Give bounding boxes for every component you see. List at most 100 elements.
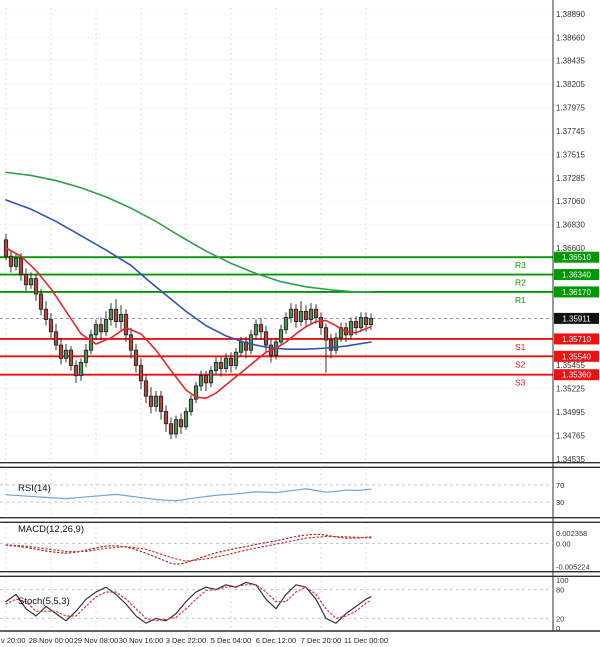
price-axis-label: 1.38435	[556, 56, 585, 65]
candle-body	[248, 334, 254, 351]
rsi-indicator-label: RSI(14)	[18, 483, 51, 494]
candle-body	[98, 324, 104, 333]
price-axis-label: 1.37060	[556, 197, 585, 206]
candle-body	[63, 349, 69, 359]
candle-body	[263, 331, 269, 346]
candle-body	[53, 331, 59, 346]
candle-body	[178, 419, 184, 428]
candle-body	[238, 341, 244, 353]
candle-body	[73, 365, 79, 377]
support-price-badge: 1.35710	[562, 335, 591, 344]
stoch-indicator-label: Stoch(5,5,3)	[18, 596, 70, 607]
candle-body	[198, 375, 204, 387]
candle-body	[308, 308, 314, 320]
candle-body	[128, 334, 134, 351]
candle-body	[278, 329, 284, 343]
candle-body	[43, 308, 49, 320]
candle-body	[233, 351, 239, 366]
stoch-k-line	[5, 581, 372, 624]
price-axis-label: 1.34535	[556, 455, 585, 464]
resistance-price-badge: 1.36510	[562, 253, 591, 262]
candle-body	[318, 317, 324, 329]
x-axis-label: 29 Nov 08:00	[74, 636, 119, 645]
price-axis-label: 1.37515	[556, 150, 585, 159]
x-axis-label: 11 Dec 00:00	[344, 636, 388, 645]
candle-body	[153, 395, 159, 407]
candle-body	[253, 324, 259, 336]
candle-body	[158, 395, 164, 412]
stoch-d-line	[5, 584, 372, 622]
candle-body	[88, 334, 94, 351]
candle-body	[8, 255, 14, 267]
candle-body	[188, 398, 194, 412]
candle-body	[68, 349, 74, 366]
x-axis-label: 7 Dec 20:00	[301, 636, 341, 645]
candle-body	[48, 319, 54, 333]
current-price-badge: 1.35911	[562, 314, 591, 323]
price-axis-label: 1.38205	[556, 80, 585, 89]
price-axis-label: 1.34995	[556, 408, 585, 417]
candle-body	[243, 341, 249, 351]
candle-body	[298, 310, 304, 322]
price-axis-label: 1.37975	[556, 103, 585, 112]
candle-body	[368, 318, 374, 326]
resistance-price-badge-bg	[554, 251, 599, 263]
ma-medium-blue	[5, 199, 372, 350]
candle-body	[168, 423, 174, 435]
support-label: S2	[515, 359, 526, 369]
candle-body	[28, 278, 34, 286]
candle-body	[108, 308, 114, 320]
support-price-badge-bg	[554, 369, 599, 381]
macd-axis-label: 0.002358	[556, 529, 587, 538]
price-axis-label: 1.37285	[556, 174, 585, 183]
candle-body	[293, 308, 299, 322]
candle-body	[123, 314, 129, 336]
x-axis-label: 6 Dec 12:00	[256, 636, 296, 645]
support-label: S3	[515, 378, 526, 388]
macd-signal-line	[5, 535, 372, 562]
candle-body	[303, 310, 309, 320]
support-price-badge: 1.35360	[562, 371, 591, 380]
resistance-price-badge-bg	[554, 286, 599, 298]
resistance-price-badge: 1.36340	[562, 271, 591, 280]
candle-body	[118, 314, 124, 322]
candle-body	[338, 327, 344, 339]
candle-body	[333, 337, 339, 351]
candle-body	[218, 362, 224, 369]
rsi-axis-label: 30	[556, 498, 564, 507]
price-axis-label: 1.38660	[556, 34, 585, 43]
candle-body	[313, 308, 319, 318]
candle-body	[143, 380, 149, 397]
price-axis-label: 1.35455	[556, 361, 585, 370]
price-axis-label: 1.37745	[556, 127, 585, 136]
rsi-axis-label: 70	[556, 481, 564, 490]
support-label: S1	[515, 342, 526, 352]
candle-body	[18, 257, 24, 275]
candle-body	[288, 308, 294, 318]
candle-body	[258, 324, 264, 333]
candle-body	[163, 411, 169, 425]
candle-body	[38, 293, 44, 310]
candle-body	[183, 411, 189, 428]
candle-body	[348, 321, 354, 336]
candle-body	[173, 419, 179, 435]
support-price-badge-bg	[554, 333, 599, 345]
stoch-axis-label: 0	[556, 624, 560, 633]
price-axis-label: 1.34765	[556, 431, 585, 440]
x-axis-label: 30 Nov 16:00	[119, 636, 164, 645]
candle-body	[228, 357, 234, 366]
candle-body	[113, 308, 119, 322]
macd-axis-label: 0.00	[556, 539, 571, 548]
resistance-price-badge-bg	[554, 269, 599, 281]
candle-body	[83, 349, 89, 363]
stoch-axis-label: 20	[556, 614, 564, 623]
stoch-axis-label: 80	[556, 586, 564, 595]
candle-body	[208, 370, 214, 384]
candle-body	[283, 317, 289, 331]
candle-body	[133, 349, 139, 366]
candle-body	[363, 317, 369, 326]
x-axis-label: 5 Dec 04:00	[211, 636, 251, 645]
candle-body	[353, 321, 359, 329]
candle-body	[213, 362, 219, 372]
